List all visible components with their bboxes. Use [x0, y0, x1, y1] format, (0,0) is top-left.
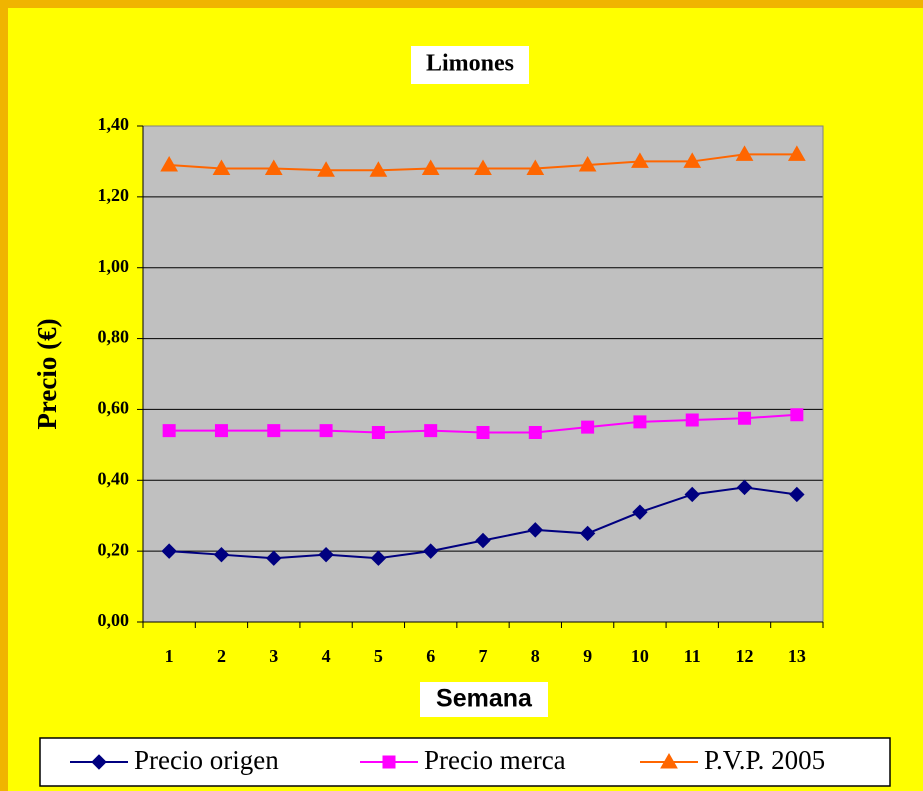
marker	[370, 550, 387, 566]
x-tick-label: 5	[374, 646, 383, 666]
x-tick-label: 9	[583, 646, 592, 666]
marker	[474, 159, 492, 176]
x-tick-label: 13	[788, 646, 806, 666]
marker	[162, 424, 176, 438]
x-tick-label: 6	[426, 646, 435, 666]
marker	[264, 159, 283, 176]
marker	[422, 543, 439, 559]
chart-title: Limones	[426, 51, 514, 77]
x-tick-label: 4	[322, 646, 331, 666]
marker	[790, 408, 804, 422]
y-tick-label: 1,40	[98, 114, 130, 134]
marker	[527, 522, 544, 538]
marker	[319, 424, 333, 438]
x-tick-label: 8	[531, 646, 540, 666]
y-tick-label: 0,00	[98, 610, 130, 630]
marker	[633, 415, 647, 429]
x-tick-label: 7	[479, 646, 488, 666]
marker	[789, 486, 805, 503]
y-tick-label: 0,60	[98, 398, 130, 418]
marker	[685, 413, 699, 427]
marker	[421, 159, 440, 176]
marker	[214, 424, 228, 438]
x-tick-label: 1	[165, 646, 174, 666]
marker	[683, 152, 702, 168]
y-axis-label: Precio (€)	[32, 318, 62, 429]
marker	[736, 479, 753, 496]
y-tick-label: 0,20	[98, 539, 130, 559]
marker	[160, 155, 179, 172]
x-tick-label: 10	[631, 646, 649, 666]
marker	[266, 550, 282, 566]
marker	[267, 424, 281, 438]
marker	[424, 424, 438, 438]
marker	[213, 546, 230, 563]
y-tick-label: 1,00	[98, 256, 130, 276]
y-tick-label: 0,40	[98, 468, 130, 488]
marker	[382, 755, 396, 769]
y-tick-label: 0,80	[98, 327, 130, 347]
marker	[317, 161, 335, 177]
x-label-box	[420, 682, 548, 717]
x-axis-label: Semana	[436, 685, 533, 713]
marker	[579, 525, 596, 542]
marker	[91, 754, 107, 770]
marker	[369, 161, 388, 177]
marker	[660, 752, 678, 769]
legend	[39, 737, 891, 787]
marker	[632, 504, 648, 520]
x-tick-label: 2	[217, 646, 226, 666]
marker	[161, 543, 177, 559]
marker	[476, 425, 490, 439]
marker	[526, 159, 545, 176]
y-tick-label: 1,20	[98, 185, 130, 205]
marker	[787, 145, 806, 161]
marker	[581, 420, 595, 434]
marker	[578, 155, 597, 172]
x-tick-label: 11	[684, 646, 701, 666]
marker	[631, 152, 649, 168]
x-tick-label: 12	[736, 646, 754, 666]
marker	[475, 532, 491, 549]
marker	[684, 486, 700, 503]
marker	[735, 145, 754, 161]
marker	[528, 425, 542, 439]
marker	[738, 411, 752, 425]
marker	[212, 159, 231, 176]
marker	[371, 425, 385, 439]
title-box	[411, 46, 529, 84]
x-tick-label: 3	[269, 646, 278, 666]
marker	[318, 546, 334, 563]
legend-label: Precio merca	[424, 745, 566, 775]
legend-label: Precio origen	[134, 745, 279, 775]
legend-label: P.V.P. 2005	[704, 745, 825, 775]
